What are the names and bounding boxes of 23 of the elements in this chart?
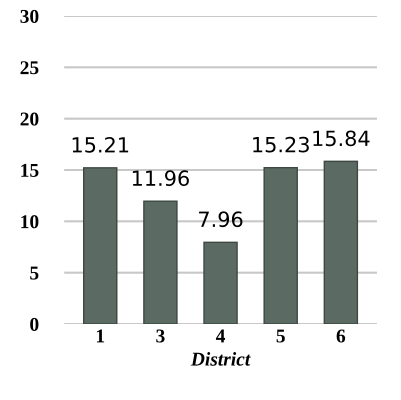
data-label: 7.96 [199, 211, 242, 228]
data-label: 15.21 [72, 136, 128, 153]
bar [203, 242, 238, 324]
bar [324, 160, 358, 324]
x-tick-label: 3 [156, 329, 165, 343]
y-tick-label: 0 [30, 318, 38, 331]
x-tick-label: 6 [336, 329, 346, 343]
y-tick-label: 20 [20, 112, 38, 126]
bar [143, 200, 178, 324]
y-tick-label: 25 [20, 61, 38, 74]
data-label: 11.96 [132, 170, 189, 186]
x-axis-title: District [190, 352, 251, 366]
data-label: 15.23 [253, 136, 309, 152]
x-tick-label: 5 [276, 330, 285, 343]
bar [263, 166, 298, 324]
y-tick-label: 10 [21, 215, 38, 228]
x-tick-label: 4 [216, 330, 226, 342]
y-tick-label: 5 [30, 266, 38, 280]
y-tick-label: 15 [21, 164, 38, 177]
y-tick-label: 30 [20, 10, 38, 23]
bar [83, 167, 118, 324]
data-label: 15.84 [313, 130, 370, 146]
x-tick-label: 1 [96, 330, 104, 342]
